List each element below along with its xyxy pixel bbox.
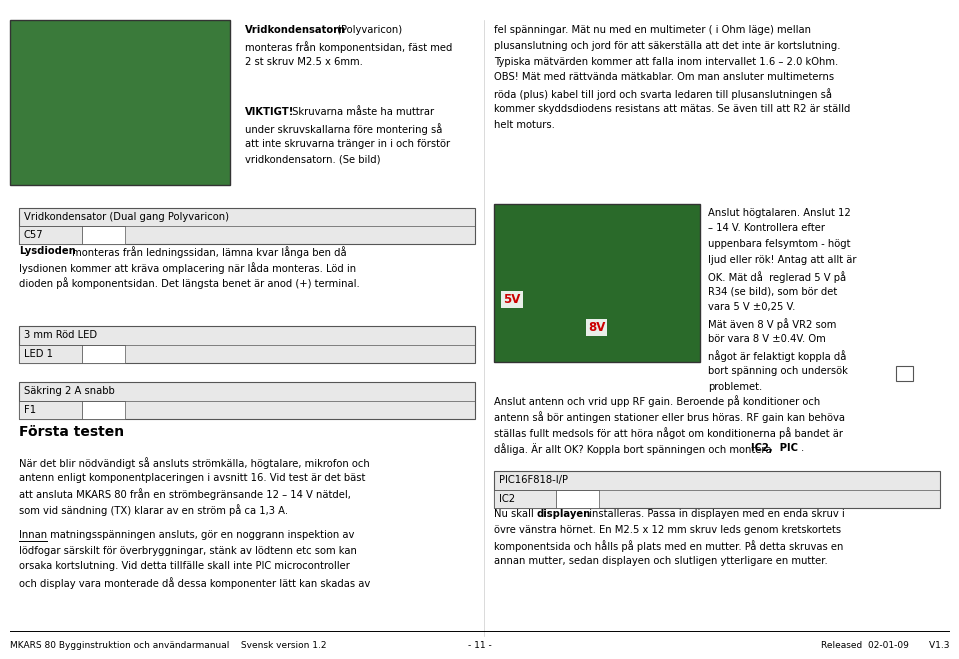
Bar xyxy=(82,226,125,244)
Text: övre vänstra hörnet. En M2.5 x 12 mm skruv leds genom kretskortets: övre vänstra hörnet. En M2.5 x 12 mm skr… xyxy=(494,525,841,534)
Text: 5V: 5V xyxy=(503,293,521,306)
Text: att inte skruvarna tränger in i och förstör: att inte skruvarna tränger in i och förs… xyxy=(245,139,450,149)
Text: 3 mm Röd LED: 3 mm Röd LED xyxy=(24,330,97,341)
Text: Anslut högtalaren. Anslut 12: Anslut högtalaren. Anslut 12 xyxy=(708,208,851,217)
Text: Typiska mätvärden kommer att falla inom intervallet 1.6 – 2.0 kOhm.: Typiska mätvärden kommer att falla inom … xyxy=(494,57,838,67)
Text: uppenbara felsymtom - högt: uppenbara felsymtom - högt xyxy=(708,239,851,249)
Text: antenn så bör antingen stationer eller brus höras. RF gain kan behöva: antenn så bör antingen stationer eller b… xyxy=(494,411,845,423)
Text: - 11 -: - 11 - xyxy=(468,641,491,650)
Text: IC2,  PIC: IC2, PIC xyxy=(751,443,798,453)
Text: bort spänning och undersök: bort spänning och undersök xyxy=(708,366,848,376)
Text: PIC16F818-I/P: PIC16F818-I/P xyxy=(499,475,568,486)
Bar xyxy=(494,471,940,508)
Text: MKARS 80 Bygginstruktion och användarmanual    Svensk version 1.2: MKARS 80 Bygginstruktion och användarman… xyxy=(10,641,326,650)
Text: LED 1: LED 1 xyxy=(24,349,53,359)
Text: fel spänningar. Mät nu med en multimeter ( i Ohm läge) mellan: fel spänningar. Mät nu med en multimeter… xyxy=(494,25,811,35)
Text: komponentsida och hålls på plats med en mutter. På detta skruvas en: komponentsida och hålls på plats med en … xyxy=(494,540,843,552)
Text: vridkondensatorn. (Se bild): vridkondensatorn. (Se bild) xyxy=(245,155,380,165)
Bar xyxy=(19,208,475,244)
Text: 8V: 8V xyxy=(588,321,605,334)
Text: Skruvarna måste ha muttrar: Skruvarna måste ha muttrar xyxy=(289,107,434,117)
Text: kommer skyddsdiodens resistans att mätas. Se även till att R2 är ställd: kommer skyddsdiodens resistans att mätas… xyxy=(494,104,851,114)
Bar xyxy=(10,20,230,185)
Text: som vid sändning (TX) klarar av en ström på ca 1,3 A.: som vid sändning (TX) klarar av en ström… xyxy=(19,504,289,516)
Text: 2 st skruv M2.5 x 6mm.: 2 st skruv M2.5 x 6mm. xyxy=(245,57,363,67)
Bar xyxy=(896,366,913,381)
Text: VIKTIGT!: VIKTIGT! xyxy=(245,107,293,117)
Text: installeras. Passa in displayen med en enda skruv i: installeras. Passa in displayen med en e… xyxy=(586,509,845,519)
Text: Innan: Innan xyxy=(19,530,47,540)
Bar xyxy=(19,326,475,363)
Bar xyxy=(19,382,475,419)
Bar xyxy=(494,490,556,508)
Bar xyxy=(19,401,82,419)
Bar xyxy=(494,204,700,362)
Text: bör vara 8 V ±0.4V. Om: bör vara 8 V ±0.4V. Om xyxy=(708,334,826,344)
Text: lysdionen kommer att kräva omplacering när låda monteras. Löd in: lysdionen kommer att kräva omplacering n… xyxy=(19,262,357,273)
Text: plusanslutning och jord för att säkerställa att det inte är kortslutning.: plusanslutning och jord för att säkerstä… xyxy=(494,41,840,51)
Text: (Polyvaricon): (Polyvaricon) xyxy=(334,25,402,35)
Text: OBS! Mät med rättvända mätkablar. Om man ansluter multimeterns: OBS! Mät med rättvända mätkablar. Om man… xyxy=(494,72,834,82)
Text: matningsspänningen ansluts, gör en noggrann inspektion av: matningsspänningen ansluts, gör en noggr… xyxy=(47,530,355,540)
Text: lödfogar särskilt för överbryggningar, stänk av lödtenn etc som kan: lödfogar särskilt för överbryggningar, s… xyxy=(19,546,357,556)
Text: Lysdioden: Lysdioden xyxy=(19,246,76,256)
Text: Mät även 8 V på VR2 som: Mät även 8 V på VR2 som xyxy=(708,318,836,330)
Text: dåliga. Är allt OK? Koppla bort spänningen och montera: dåliga. Är allt OK? Koppla bort spänning… xyxy=(494,443,775,455)
Bar xyxy=(82,345,125,363)
Text: under skruvskallarna före montering så: under skruvskallarna före montering så xyxy=(245,123,442,135)
Text: Anslut antenn och vrid upp RF gain. Beroende på konditioner och: Anslut antenn och vrid upp RF gain. Bero… xyxy=(494,395,820,407)
Text: .: . xyxy=(802,443,805,453)
Text: orsaka kortslutning. Vid detta tillfälle skall inte PIC microcontroller: orsaka kortslutning. Vid detta tillfälle… xyxy=(19,561,350,571)
Text: problemet.: problemet. xyxy=(708,382,762,391)
Text: något är felaktigt koppla då: något är felaktigt koppla då xyxy=(708,350,846,362)
Text: C57: C57 xyxy=(24,230,43,241)
Text: annan mutter, sedan displayen och slutligen ytterligare en mutter.: annan mutter, sedan displayen och slutli… xyxy=(494,556,828,566)
Text: och display vara monterade då dessa komponenter lätt kan skadas av: och display vara monterade då dessa komp… xyxy=(19,577,370,589)
Text: vara 5 V ±0,25 V.: vara 5 V ±0,25 V. xyxy=(708,302,795,312)
Text: röda (plus) kabel till jord och svarta ledaren till plusanslutningen så: röda (plus) kabel till jord och svarta l… xyxy=(494,88,831,100)
Text: monteras från komponentsidan, fäst med: monteras från komponentsidan, fäst med xyxy=(245,41,452,53)
Text: Vridkondensator (Dual gang Polyvaricon): Vridkondensator (Dual gang Polyvaricon) xyxy=(24,212,229,222)
Text: Säkring 2 A snabb: Säkring 2 A snabb xyxy=(24,386,115,397)
Text: monteras från ledningssidan, lämna kvar långa ben då: monteras från ledningssidan, lämna kvar … xyxy=(69,246,347,258)
Text: Released  02-01-09       V1.3: Released 02-01-09 V1.3 xyxy=(821,641,949,650)
Text: ställas fullt medsols för att höra något om konditionerna på bandet är: ställas fullt medsols för att höra något… xyxy=(494,427,843,439)
Bar xyxy=(82,401,125,419)
Text: Nu skall: Nu skall xyxy=(494,509,537,519)
Text: ljud eller rök! Antag att allt är: ljud eller rök! Antag att allt är xyxy=(708,255,856,265)
Text: antenn enligt komponentplaceringen i avsnitt 16. Vid test är det bäst: antenn enligt komponentplaceringen i avs… xyxy=(19,473,365,482)
Bar xyxy=(19,226,82,244)
Text: OK. Mät då  reglerad 5 V på: OK. Mät då reglerad 5 V på xyxy=(708,271,846,283)
Text: IC2: IC2 xyxy=(499,494,515,504)
Text: R34 (se bild), som bör det: R34 (se bild), som bör det xyxy=(708,287,837,297)
Text: När det blir nödvändigt så ansluts strömkälla, högtalare, mikrofon och: När det blir nödvändigt så ansluts ström… xyxy=(19,457,370,469)
Text: Första testen: Första testen xyxy=(19,425,125,439)
Text: – 14 V. Kontrollera efter: – 14 V. Kontrollera efter xyxy=(708,223,825,233)
Text: F1: F1 xyxy=(24,405,36,415)
Text: displayen: displayen xyxy=(536,509,590,519)
Text: helt moturs.: helt moturs. xyxy=(494,120,554,130)
Bar xyxy=(19,345,82,363)
Text: att ansluta MKARS 80 från en strömbegränsande 12 – 14 V nätdel,: att ansluta MKARS 80 från en strömbegrän… xyxy=(19,488,351,500)
Bar xyxy=(556,490,599,508)
Text: dioden på komponentsidan. Det längsta benet är anod (+) terminal.: dioden på komponentsidan. Det längsta be… xyxy=(19,277,360,289)
Text: Vridkondensatorn: Vridkondensatorn xyxy=(245,25,346,35)
